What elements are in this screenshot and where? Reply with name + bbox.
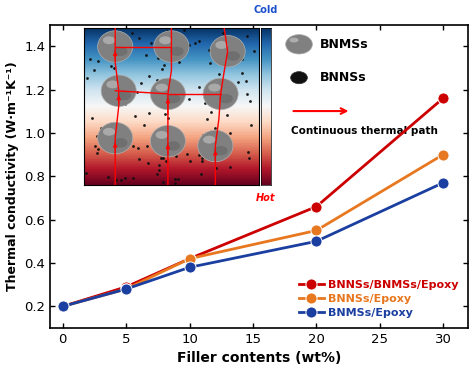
Text: Continuous thermal path: Continuous thermal path [291, 126, 438, 136]
X-axis label: Filler contents (wt%): Filler contents (wt%) [177, 351, 341, 365]
Text: BNNSs: BNNSs [320, 71, 366, 84]
Ellipse shape [290, 37, 299, 43]
Y-axis label: Thermal conductivity (W·m⁻¹K⁻¹): Thermal conductivity (W·m⁻¹K⁻¹) [6, 62, 18, 291]
Legend: BNNSs/BNMSs/Epoxy, BNNSs/Epoxy, BNMSs/Epoxy: BNNSs/BNMSs/Epoxy, BNNSs/Epoxy, BNMSs/Ep… [295, 276, 463, 322]
Circle shape [286, 35, 312, 54]
Text: BNMSs: BNMSs [320, 38, 369, 51]
Circle shape [291, 72, 307, 84]
